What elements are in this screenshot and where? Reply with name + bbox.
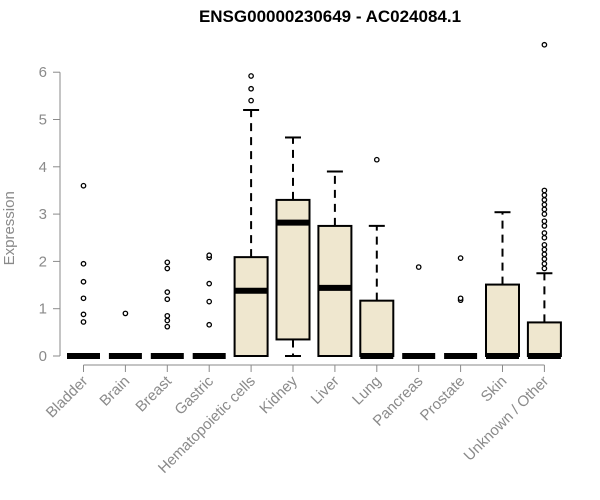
outlier-point [541,192,548,199]
outlier-point [206,280,213,287]
outlier-point [541,223,548,229]
outlier-point [164,265,171,272]
outlier-point [541,197,548,203]
outlier-point [541,211,548,217]
x-tick-label: Brain [96,373,133,410]
y-tick-label: 2 [39,253,47,270]
outlier-point [541,206,548,213]
outlier-point [164,317,171,324]
outlier-point [373,156,380,163]
outlier-point [206,252,213,259]
outlier-point [80,311,87,318]
outlier-point [541,187,548,194]
box [317,224,353,357]
outlier-point [80,260,87,267]
outlier-point [541,251,548,258]
outlier-point [541,201,548,208]
outlier-point [248,85,254,92]
outlier-point [206,321,213,328]
outlier-point [541,241,548,248]
outlier-point [164,296,171,303]
outlier-point [206,298,213,305]
x-tick-label: Lung [349,373,385,409]
outlier-point [541,260,548,267]
outlier-point [248,97,254,104]
outlier-point [415,264,422,270]
box [233,256,269,358]
x-tick-label: Skin [478,373,511,406]
y-tick-label: 3 [39,206,47,223]
x-tick-label: Breast [132,372,175,415]
outlier-point [457,255,464,261]
outlier-point [122,310,129,317]
y-tick-label: 5 [39,112,47,129]
outlier-point [80,319,87,325]
outlier-point [457,295,464,302]
x-tick-label: Bladder [43,373,92,422]
outlier-point [80,182,87,189]
outlier-point [541,246,548,253]
outlier-point [541,230,548,236]
y-tick-label: 6 [39,64,47,81]
outlier-point [80,295,87,302]
outlier-point [541,218,548,225]
y-axis-title: Expression [1,191,18,265]
outlier-point [541,41,548,48]
box [485,283,520,357]
outlier-point [80,278,87,285]
outlier-point [541,265,548,272]
x-tick-label: Kidney [256,372,301,417]
x-tick-label: Liver [308,373,343,408]
outlier-point [164,312,171,319]
y-tick-label: 0 [39,348,47,365]
outlier-point [248,73,254,79]
outlier-point [541,256,548,262]
box [359,299,395,357]
x-tick-label: Prostate [417,373,469,425]
outlier-point [164,259,171,266]
outlier-point [164,323,171,330]
y-tick-label: 1 [39,301,47,318]
y-tick-label: 4 [39,159,47,176]
box [526,321,562,357]
outlier-point [164,289,171,295]
outlier-point [541,234,548,241]
chart-title: ENSG00000230649 - AC024084.1 [198,7,462,26]
